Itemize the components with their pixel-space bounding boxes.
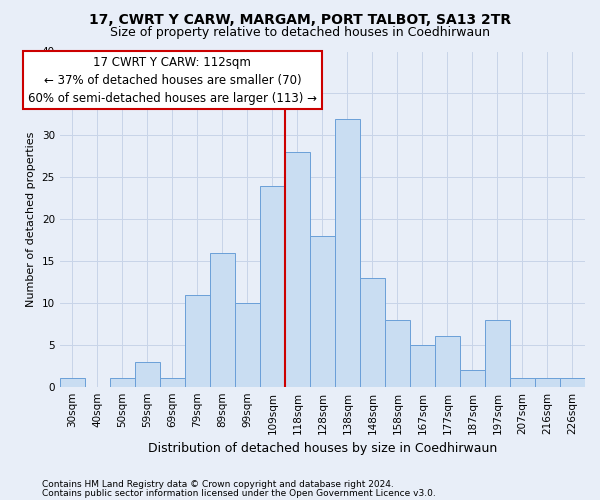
X-axis label: Distribution of detached houses by size in Coedhirwaun: Distribution of detached houses by size …	[148, 442, 497, 455]
Bar	[285, 152, 310, 386]
Bar	[560, 378, 585, 386]
Bar	[160, 378, 185, 386]
Bar	[460, 370, 485, 386]
Text: Contains public sector information licensed under the Open Government Licence v3: Contains public sector information licen…	[42, 488, 436, 498]
Bar	[360, 278, 385, 386]
Bar	[435, 336, 460, 386]
Bar	[235, 303, 260, 386]
Text: Contains HM Land Registry data © Crown copyright and database right 2024.: Contains HM Land Registry data © Crown c…	[42, 480, 394, 489]
Bar	[410, 345, 435, 387]
Bar	[260, 186, 285, 386]
Bar	[510, 378, 535, 386]
Bar	[385, 320, 410, 386]
Bar	[135, 362, 160, 386]
Bar	[335, 118, 360, 386]
Bar	[60, 378, 85, 386]
Bar	[485, 320, 510, 386]
Y-axis label: Number of detached properties: Number of detached properties	[26, 132, 36, 307]
Bar	[310, 236, 335, 386]
Text: 17, CWRT Y CARW, MARGAM, PORT TALBOT, SA13 2TR: 17, CWRT Y CARW, MARGAM, PORT TALBOT, SA…	[89, 12, 511, 26]
Bar	[110, 378, 135, 386]
Text: 17 CWRT Y CARW: 112sqm
← 37% of detached houses are smaller (70)
60% of semi-det: 17 CWRT Y CARW: 112sqm ← 37% of detached…	[28, 56, 317, 104]
Bar	[210, 252, 235, 386]
Bar	[185, 294, 210, 386]
Bar	[535, 378, 560, 386]
Text: Size of property relative to detached houses in Coedhirwaun: Size of property relative to detached ho…	[110, 26, 490, 39]
